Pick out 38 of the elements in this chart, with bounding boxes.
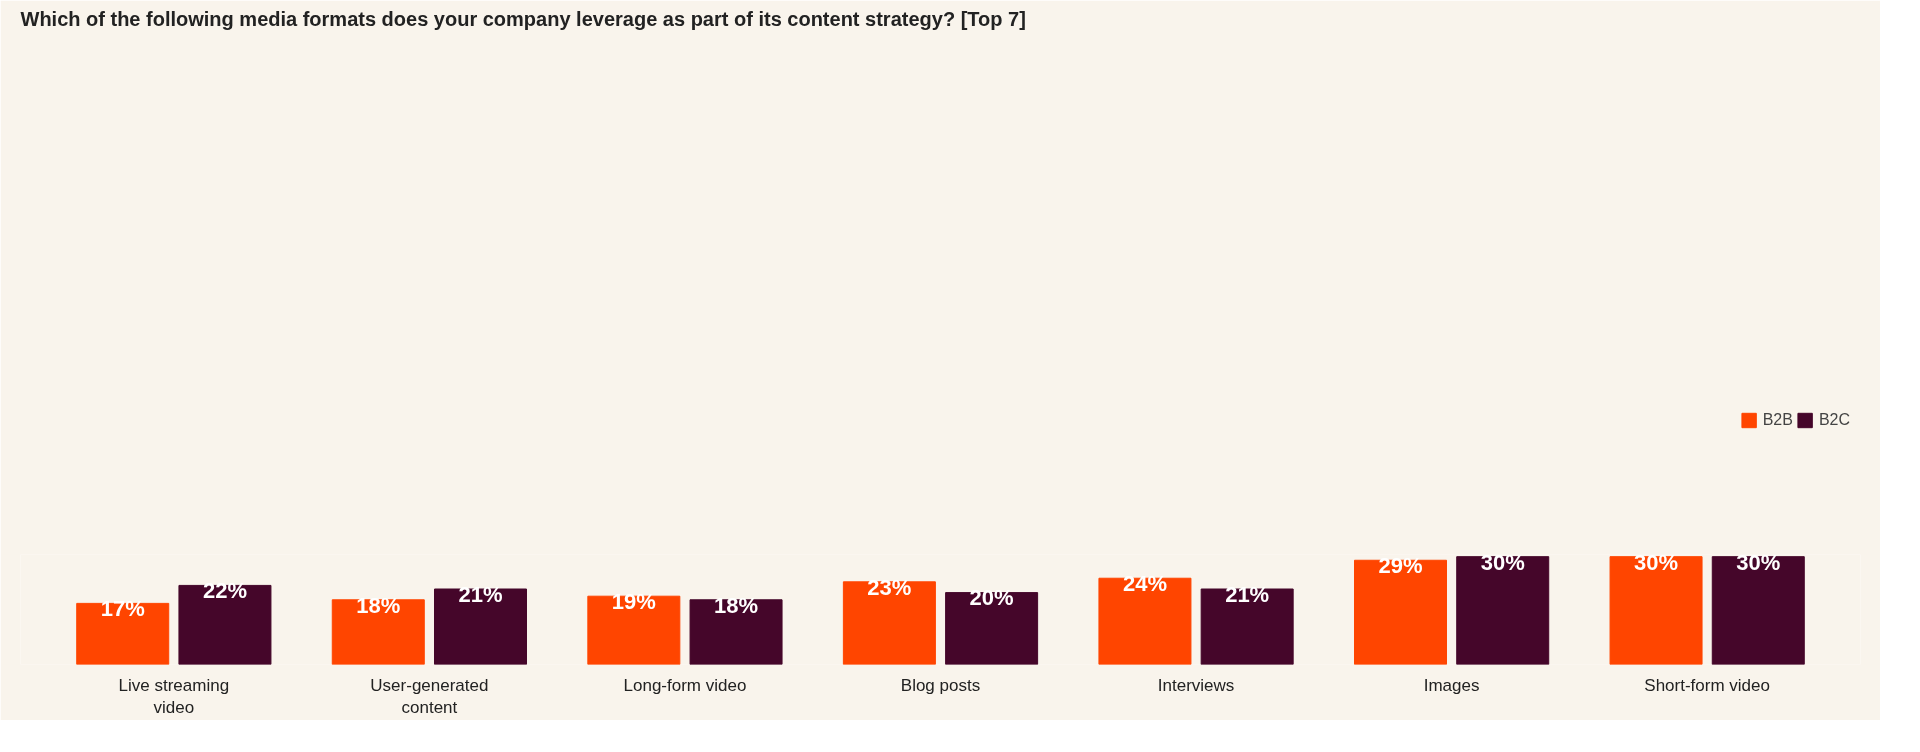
bar [1098, 577, 1192, 665]
bar [689, 599, 783, 665]
bar [331, 599, 425, 665]
bar [1200, 588, 1294, 665]
x-tick-label: User-generated content [370, 675, 489, 718]
legend-label: B2C [1818, 410, 1850, 429]
x-tick-label: Interviews [1157, 675, 1235, 695]
chart-title: Which of the following media formats does your company leverage as part of its content strategy? [Top 7] [20, 7, 1026, 30]
data-label: 24% [1122, 571, 1167, 597]
bar [76, 602, 170, 665]
x-tick-label: Live streaming video [118, 675, 230, 718]
bar [1711, 556, 1805, 665]
bar [1354, 559, 1447, 665]
data-label: 21% [1225, 581, 1270, 607]
bar [842, 581, 936, 665]
data-label: 22% [202, 578, 247, 604]
bar [587, 595, 681, 665]
data-label: 30% [1736, 549, 1781, 575]
bar [1609, 556, 1703, 665]
x-tick-label: Blog posts [900, 675, 981, 695]
data-label: 29% [1378, 553, 1423, 579]
bar [178, 584, 272, 665]
data-label: 23% [867, 574, 912, 600]
x-tick-label: Images [1423, 675, 1480, 695]
data-label: 30% [1480, 549, 1525, 575]
legend-label: B2B [1762, 410, 1793, 429]
x-tick-label: Short-form video [1644, 675, 1771, 695]
bar [945, 592, 1039, 665]
data-label: 21% [458, 581, 503, 607]
data-label: 20% [969, 585, 1014, 611]
bar [434, 588, 527, 665]
data-label: 17% [100, 596, 145, 622]
bar [1456, 556, 1550, 665]
data-label: 18% [714, 592, 759, 618]
data-label: 18% [356, 592, 401, 618]
data-label: 30% [1634, 549, 1679, 575]
x-tick-label: Long-form video [623, 675, 747, 695]
data-label: 19% [611, 589, 656, 615]
